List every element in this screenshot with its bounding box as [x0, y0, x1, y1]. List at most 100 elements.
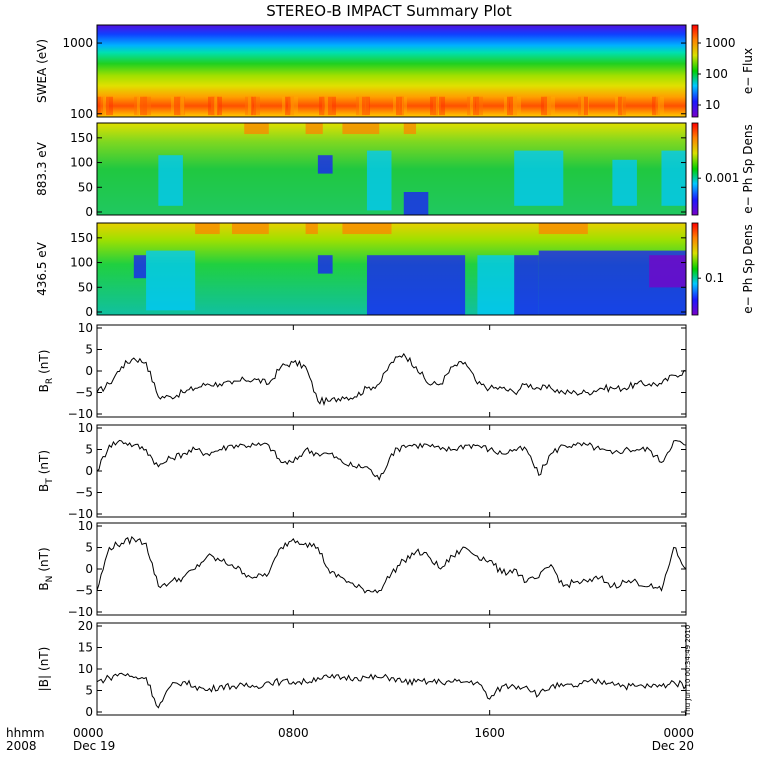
colorbar-label: e− Ph Sp Dens	[741, 224, 755, 313]
generation-timestamp: Thu Jun 10 00:34:49 2010	[684, 625, 692, 717]
line-ytick-label: −10	[68, 605, 93, 619]
swea-flux-streak	[325, 96, 332, 116]
line-ytick-label: 5	[85, 684, 93, 698]
line-panel-frame	[96, 522, 687, 616]
swea-flux-streak	[180, 96, 184, 116]
spectrogram-ylabel: 883.3 eV	[35, 141, 49, 196]
swea-flux-streak	[470, 96, 475, 116]
line-ylabel-unit: (nT)	[37, 450, 51, 474]
pad-hot-band	[195, 223, 220, 235]
swea-flux-streak	[208, 96, 215, 116]
line-ylabel-main: B	[37, 484, 51, 492]
series-line-bn	[96, 535, 687, 594]
swea-flux-streak	[507, 96, 513, 116]
line-ytick-label: 15	[78, 641, 93, 655]
pad-hot-band	[342, 123, 380, 135]
pad-depletion-region	[158, 155, 183, 206]
series-line-bmag	[96, 672, 687, 709]
swea-flux-streak	[658, 96, 664, 116]
swea-flux-streak	[359, 96, 366, 116]
colorbar-tick-label: 0.1	[705, 271, 724, 285]
pad-depletion-region	[133, 255, 147, 279]
time-tick-label: 0000	[663, 726, 694, 740]
swea-flux-streak	[652, 96, 656, 116]
line-ylabel-main: B	[37, 384, 51, 392]
line-ylabel-main: |B|	[37, 675, 51, 691]
spectrogram-ylabel: 436.5 eV	[35, 241, 49, 296]
line-ytick-label: 5	[85, 343, 93, 357]
swea-flux-streak	[322, 96, 328, 116]
swea-flux-streak	[476, 96, 483, 116]
swea-flux-streak	[214, 96, 218, 116]
swea-flux-streak	[254, 96, 260, 116]
swea-flux-streak	[171, 96, 177, 116]
line-ylabel-sub: R	[45, 378, 55, 384]
spectrogram-ytick-label: 0	[85, 305, 93, 319]
colorbar-tick-label: 0.001	[705, 171, 739, 185]
line-ylabel-unit: (nT)	[37, 647, 51, 671]
colorbar-pad436	[691, 222, 699, 316]
line-ytick-label: 10	[78, 662, 93, 676]
line-ylabel: BT (nT)	[37, 450, 55, 492]
swea-flux-streak	[328, 96, 336, 116]
swea-flux-streak	[143, 96, 151, 116]
line-ylabel: BR (nT)	[37, 350, 55, 393]
spectrogram-ytick-label: 150	[70, 131, 93, 145]
line-panel-frame	[96, 622, 687, 716]
swea-flux-streak	[103, 96, 109, 116]
line-panel-bn: 10 5 0 −5 −10 BN (nT)	[37, 519, 687, 619]
spectrogram-ytick-label: 0	[85, 205, 93, 219]
spectrogram-ylabel: SWEA (eV)	[35, 39, 49, 103]
time-tick-label: 0800	[278, 726, 309, 740]
swea-flux-streak	[430, 96, 438, 116]
swea-flux-streak	[362, 96, 370, 116]
line-ytick-label: 0	[85, 705, 93, 719]
swea-flux-streak	[106, 96, 113, 116]
time-axis-row-label-2: 2008	[6, 739, 37, 753]
swea-flux-field	[97, 25, 686, 117]
line-ytick-label: −10	[68, 407, 93, 421]
spectrogram-pad883: 883.3 eV 150 100 50 0 0.001 e− Ph Sp Dens	[35, 122, 755, 219]
pad-hot-band	[342, 223, 392, 235]
swea-flux-streak	[578, 96, 585, 116]
spectrogram-ytick-label: 1000	[62, 36, 93, 50]
time-tick-date: Dec 20	[652, 739, 694, 753]
line-ytick-label: 10	[78, 321, 93, 335]
line-ytick-label: 0	[85, 364, 93, 378]
swea-flux-streak	[402, 96, 407, 116]
line-panel-frame	[96, 324, 687, 418]
line-panel-bmag: 20 15 10 5 0 |B| (nT)	[37, 619, 687, 719]
line-ylabel: BN (nT)	[37, 547, 55, 590]
line-ylabel-unit: (nT)	[37, 547, 51, 571]
line-ytick-label: 20	[78, 619, 93, 633]
line-ylabel-sub: N	[45, 576, 55, 583]
line-ytick-label: 5	[85, 541, 93, 555]
swea-flux-streak	[621, 96, 626, 116]
spectrogram-frame	[96, 222, 687, 316]
spectrogram-pad436: 436.5 eV 150 100 50 0 0.1 e− Ph Sp Dens	[35, 222, 755, 319]
series-line-bt	[96, 439, 687, 481]
spectrogram-ytick-label: 50	[78, 280, 93, 294]
swea-flux-streak	[177, 96, 185, 116]
time-tick-date: Dec 19	[73, 739, 115, 753]
line-ytick-label: −5	[75, 584, 93, 598]
line-ytick-label: −5	[75, 386, 93, 400]
swea-flux-streak	[467, 96, 471, 116]
swea-flux-streak	[288, 96, 294, 116]
line-panel-frame	[96, 424, 687, 518]
pad-depletion-region	[366, 255, 466, 315]
line-ytick-label: 0	[85, 562, 93, 576]
pad-depletion-region	[146, 250, 196, 311]
swea-flux-streak	[547, 96, 555, 116]
swea-flux-streak	[581, 96, 589, 116]
swea-flux-streak	[544, 96, 551, 116]
pad-hot-band	[305, 123, 323, 135]
spectrogram-ytick-label: 150	[70, 231, 93, 245]
line-panel-br: 10 5 0 −5 −10 BR (nT)	[37, 321, 687, 421]
pad-depletion-region	[477, 255, 515, 315]
pad-depletion-region	[514, 255, 539, 315]
spectrogram-frame	[96, 122, 687, 216]
pad-depletion-region	[661, 150, 686, 206]
